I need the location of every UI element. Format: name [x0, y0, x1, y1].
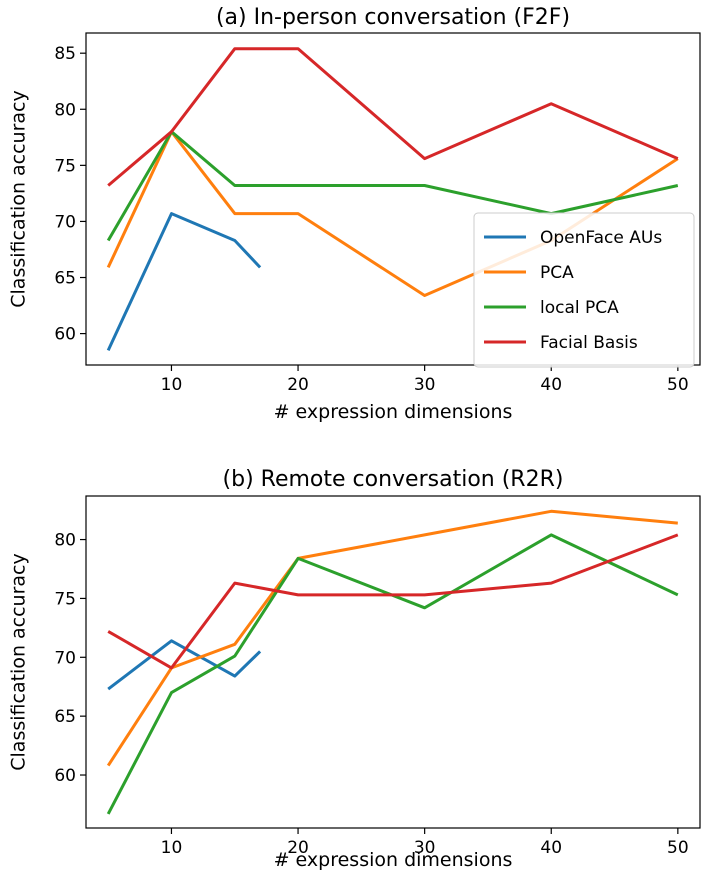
x-tick-label: 40 — [540, 838, 562, 858]
chart-title: (a) In-person conversation (F2F) — [216, 5, 570, 30]
y-tick-label: 60 — [54, 325, 76, 345]
y-tick-label: 65 — [54, 707, 76, 727]
legend: OpenFace AUs PCA local PCA Facial Basis — [473, 212, 695, 368]
x-tick-label: 50 — [667, 375, 689, 395]
y-axis-label: Classification accuracy — [8, 553, 30, 770]
series-line-openface-aus — [107, 639, 262, 691]
legend-label: OpenFace AUs — [540, 228, 662, 248]
y-tick-label: 80 — [54, 531, 76, 551]
series-line-facial-basis — [107, 47, 679, 187]
x-tick-label: 30 — [414, 838, 436, 858]
y-axis-label: Classification accuracy — [8, 90, 30, 307]
y-tick-label: 60 — [54, 766, 76, 786]
legend-label: PCA — [540, 263, 574, 283]
y-tick-label: 85 — [54, 44, 76, 64]
y-tick-label: 70 — [54, 212, 76, 232]
x-tick-label: 50 — [667, 838, 689, 858]
x-tick-label: 40 — [540, 375, 562, 395]
legend-label: Facial Basis — [540, 333, 638, 353]
axes-frame — [85, 495, 701, 829]
x-axis-label: # expression dimensions — [274, 849, 513, 871]
y-tick-label: 80 — [54, 100, 76, 120]
x-tick-label: 30 — [414, 375, 436, 395]
series-line-facial-basis — [107, 533, 679, 670]
x-tick-label: 10 — [161, 375, 183, 395]
x-axis-label: # expression dimensions — [274, 401, 513, 423]
y-tick-label: 75 — [54, 156, 76, 176]
axes-frame — [85, 32, 701, 366]
chart-0: (a) In-person conversation (F2F) 10 20 30 40… — [8, 5, 701, 423]
x-tick-label: 20 — [287, 375, 309, 395]
legend-box — [473, 212, 695, 368]
x-tick-label: 20 — [287, 838, 309, 858]
y-tick-label: 75 — [54, 589, 76, 609]
legend-label: local PCA — [540, 298, 619, 318]
chart-1: (b) Remote conversation (R2R) 10 20 30 40 50 6… — [8, 467, 701, 871]
series-line-local-pca — [106, 533, 679, 815]
y-tick-label: 65 — [54, 269, 76, 289]
series-line-openface-aus — [106, 212, 262, 352]
chart-title: (b) Remote conversation (R2R) — [223, 467, 564, 492]
y-tick-label: 70 — [54, 648, 76, 668]
x-tick-label: 10 — [161, 838, 183, 858]
